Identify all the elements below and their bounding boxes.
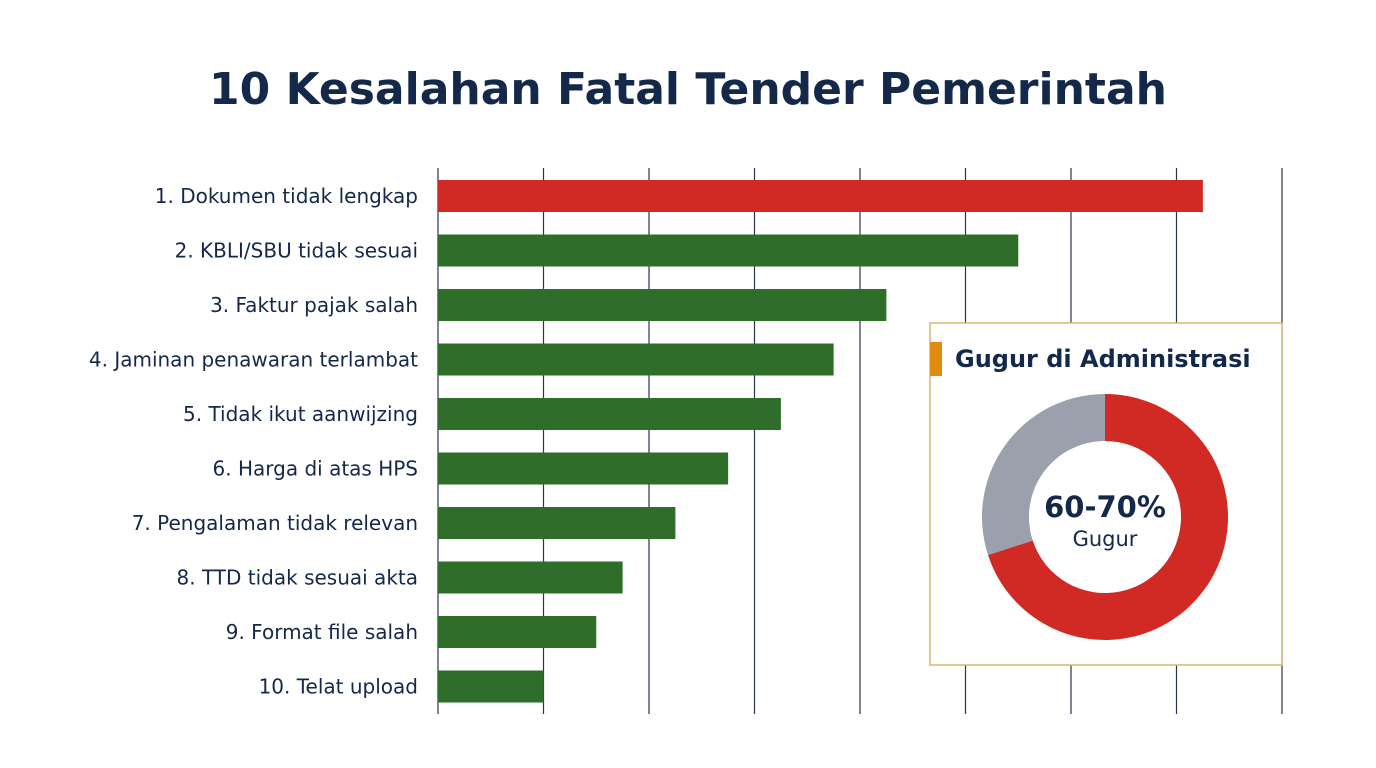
donut-center-value: 60-70% [1044, 490, 1166, 524]
bar [438, 234, 1019, 267]
inset-title: Gugur di Administrasi [955, 345, 1251, 373]
category-label: 8. TTD tidak sesuai akta [177, 566, 419, 590]
donut-slice-gugur [988, 394, 1228, 640]
donut-chart [981, 393, 1228, 640]
donut-center-label: Gugur [1073, 527, 1138, 551]
bar [438, 398, 781, 430]
category-label: 3. Faktur pajak salah [210, 293, 418, 317]
bar [438, 616, 597, 648]
bar [438, 452, 729, 485]
category-label: 10. Telat upload [259, 675, 418, 699]
bar [438, 343, 834, 376]
category-labels: 1. Dokumen tidak lengkap 2. KBLI/SBU tida… [89, 184, 418, 699]
category-label: 7. Pengalaman tidak relevan [132, 511, 418, 535]
bar [438, 180, 1203, 212]
inset-accent-marker [930, 342, 942, 376]
bar [438, 507, 676, 539]
category-label: 9. Format file salah [226, 620, 418, 644]
donut-slice-lolos [981, 393, 1105, 556]
inset-panel: Gugur di Administrasi 60-70% Gugur [929, 322, 1283, 666]
bar [438, 289, 887, 321]
category-label: 6. Harga di atas HPS [213, 457, 418, 481]
category-label: 4. Jaminan penawaran terlambat [89, 348, 418, 372]
bars [438, 180, 1203, 703]
chart-title: 10 Kesalahan Fatal Tender Pemerintah [209, 64, 1167, 115]
category-label: 5. Tidak ikut aanwijzing [183, 402, 418, 426]
bar [438, 670, 544, 703]
bar [438, 561, 623, 594]
category-label: 2. KBLI/SBU tidak sesuai [175, 239, 418, 263]
category-label: 1. Dokumen tidak lengkap [155, 184, 418, 208]
